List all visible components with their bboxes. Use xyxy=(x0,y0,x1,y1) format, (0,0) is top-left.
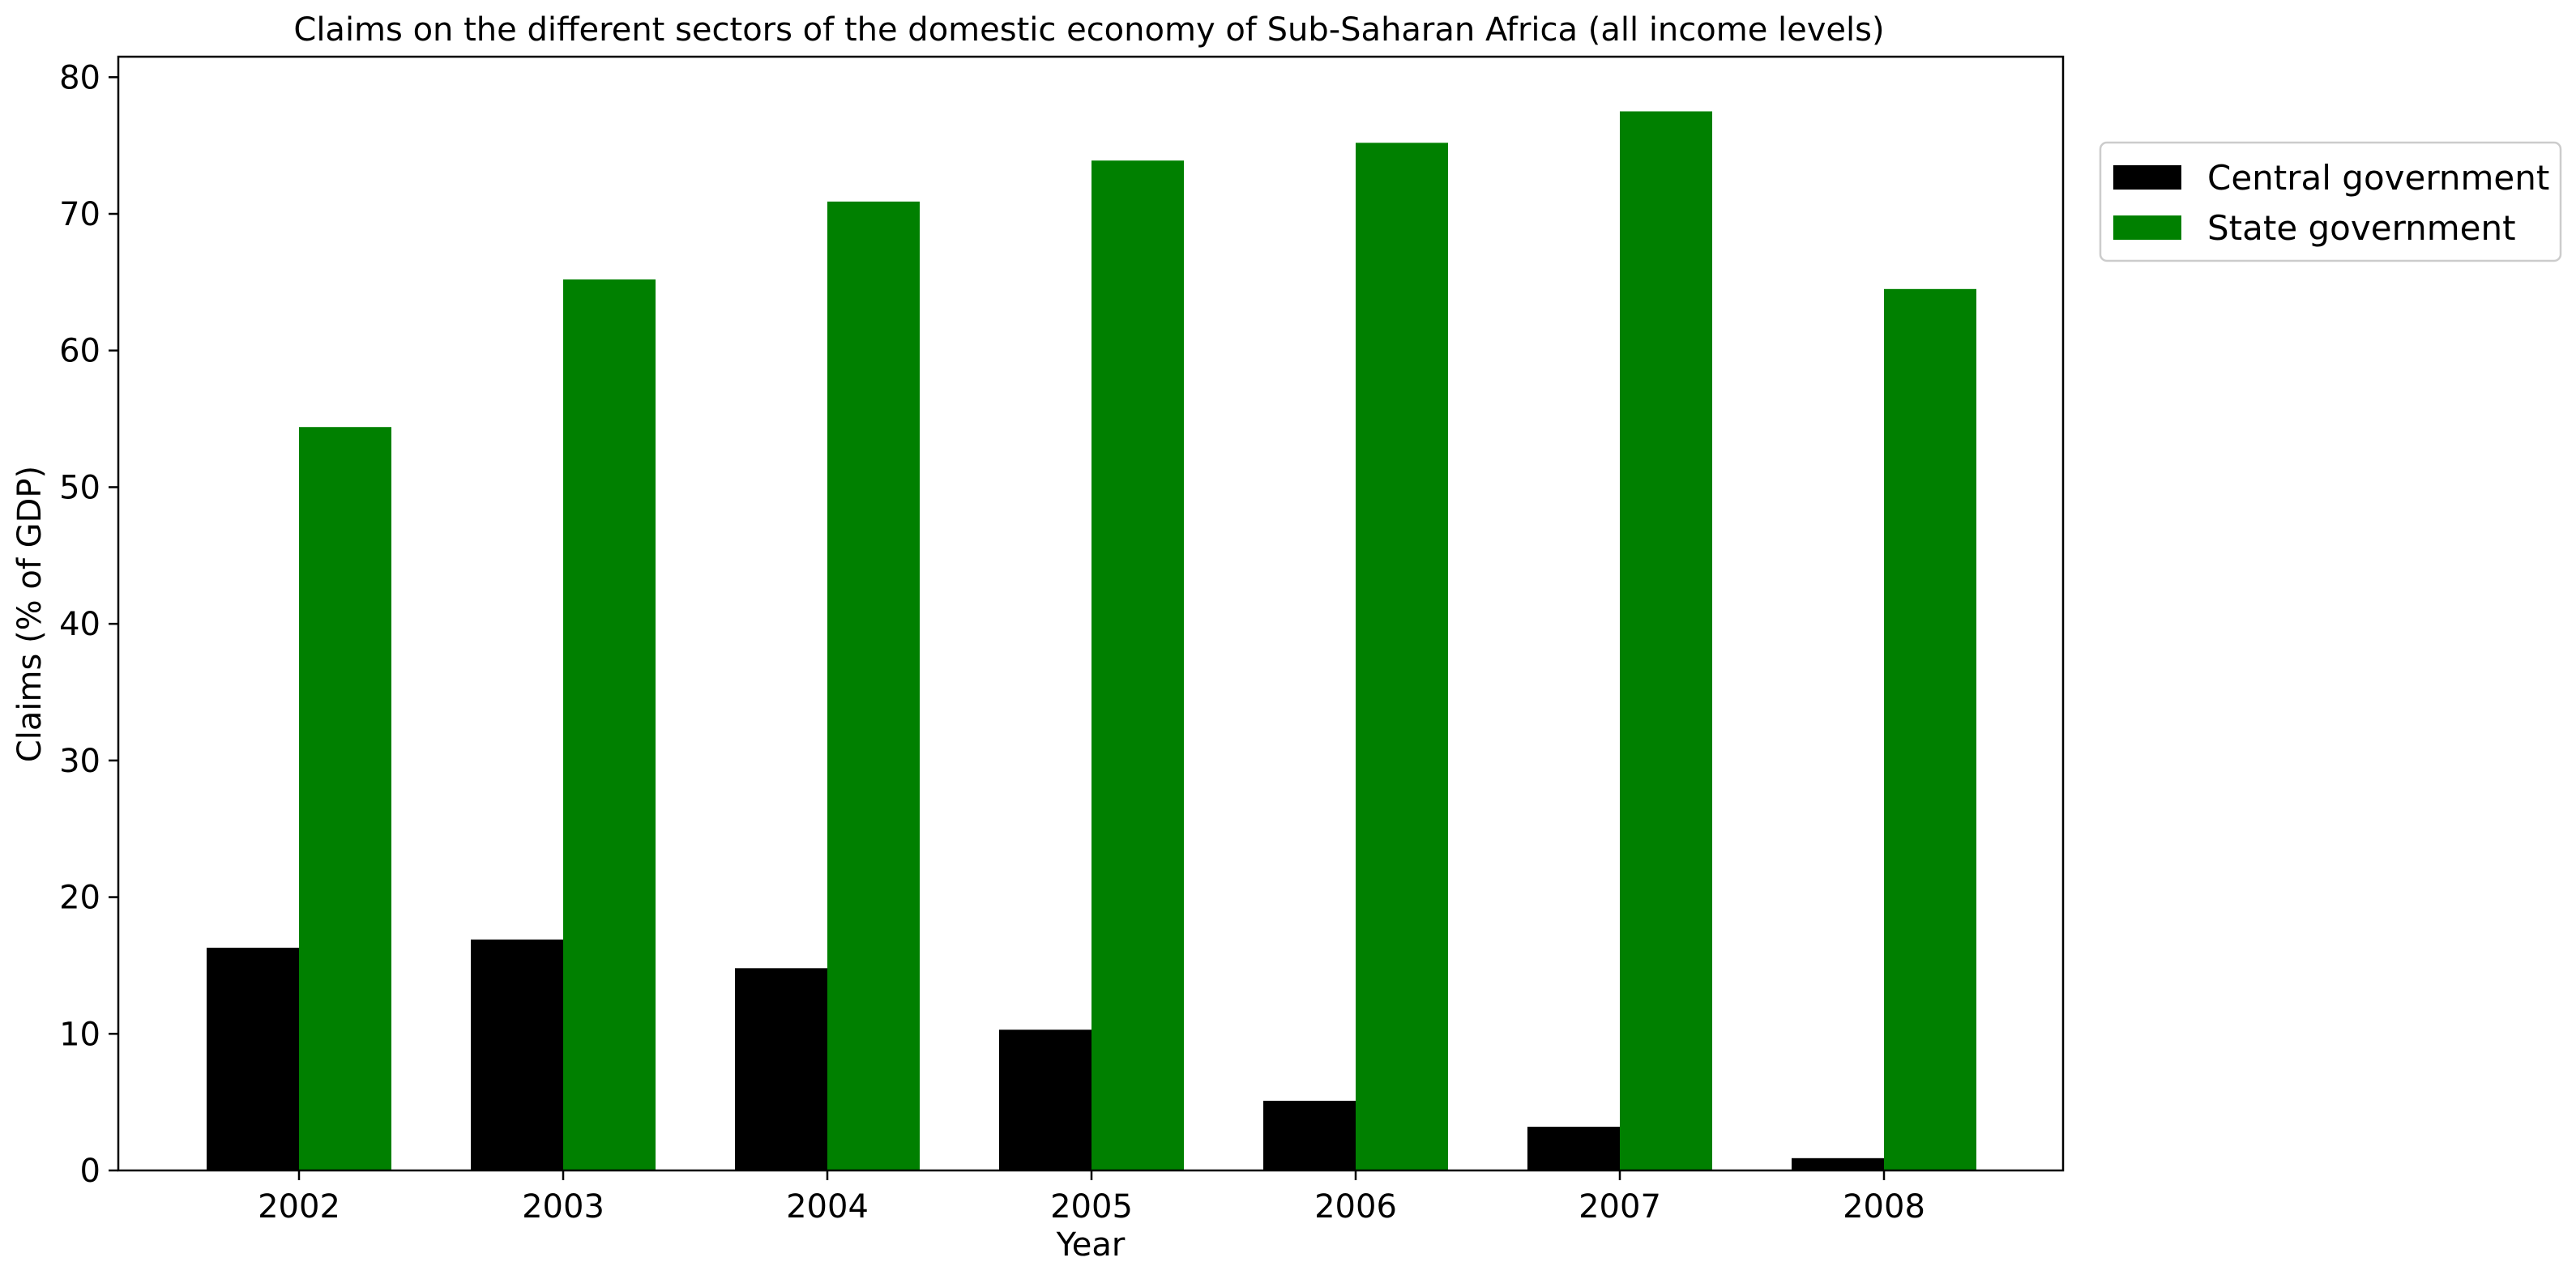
legend-swatch xyxy=(2113,165,2181,190)
y-tick-label: 20 xyxy=(59,880,100,917)
y-tick-label: 30 xyxy=(59,743,100,780)
bar-central-government-2006 xyxy=(1263,1100,1356,1170)
legend: Central government State government xyxy=(2099,141,2562,262)
x-axis: 2002 2003 2004 2005 2006 2007 2008 xyxy=(258,1170,1925,1226)
bar-central-government-2002 xyxy=(207,948,299,1170)
y-tick-label: 50 xyxy=(59,469,100,506)
bar-central-government-2004 xyxy=(735,968,827,1170)
bar-state-government-2004 xyxy=(827,201,920,1170)
legend-frame xyxy=(2099,141,2562,262)
bar-state-government-2006 xyxy=(1356,143,1448,1171)
x-tick-label: 2007 xyxy=(1578,1188,1661,1226)
y-tick-label: 10 xyxy=(59,1016,100,1053)
bar-state-government-2008 xyxy=(1884,288,1976,1170)
y-tick-label: 60 xyxy=(59,333,100,370)
x-tick-label: 2005 xyxy=(1050,1188,1133,1226)
bar-central-government-2005 xyxy=(999,1030,1091,1170)
y-axis: 0 10 20 30 40 50 60 70 80 xyxy=(59,59,118,1190)
x-axis-label: Year xyxy=(1056,1226,1126,1264)
bars-group xyxy=(207,111,1976,1171)
bar-state-government-2002 xyxy=(299,427,391,1170)
legend-label: Central government xyxy=(2207,158,2549,198)
bar-state-government-2007 xyxy=(1620,111,1712,1171)
y-axis-label: Claims (% of GDP) xyxy=(11,466,49,762)
bar-central-government-2008 xyxy=(1792,1157,1884,1170)
legend-swatch xyxy=(2113,215,2181,240)
legend-label: State government xyxy=(2207,208,2516,248)
x-tick-label: 2006 xyxy=(1314,1188,1397,1226)
x-tick-label: 2003 xyxy=(522,1188,604,1226)
chart-title: Claims on the different sectors of the d… xyxy=(293,11,1884,49)
bar-central-government-2007 xyxy=(1527,1127,1620,1170)
y-tick-label: 0 xyxy=(80,1153,100,1190)
bar-central-government-2003 xyxy=(471,939,563,1170)
y-tick-label: 70 xyxy=(59,196,100,233)
bar-state-government-2005 xyxy=(1091,160,1184,1171)
y-tick-label: 80 xyxy=(59,59,100,96)
y-tick-label: 40 xyxy=(59,606,100,643)
bar-state-government-2003 xyxy=(563,279,656,1170)
plot-frame xyxy=(117,55,2065,1172)
x-tick-label: 2008 xyxy=(1843,1188,1925,1226)
x-tick-label: 2002 xyxy=(258,1188,340,1226)
x-tick-label: 2004 xyxy=(786,1188,869,1226)
